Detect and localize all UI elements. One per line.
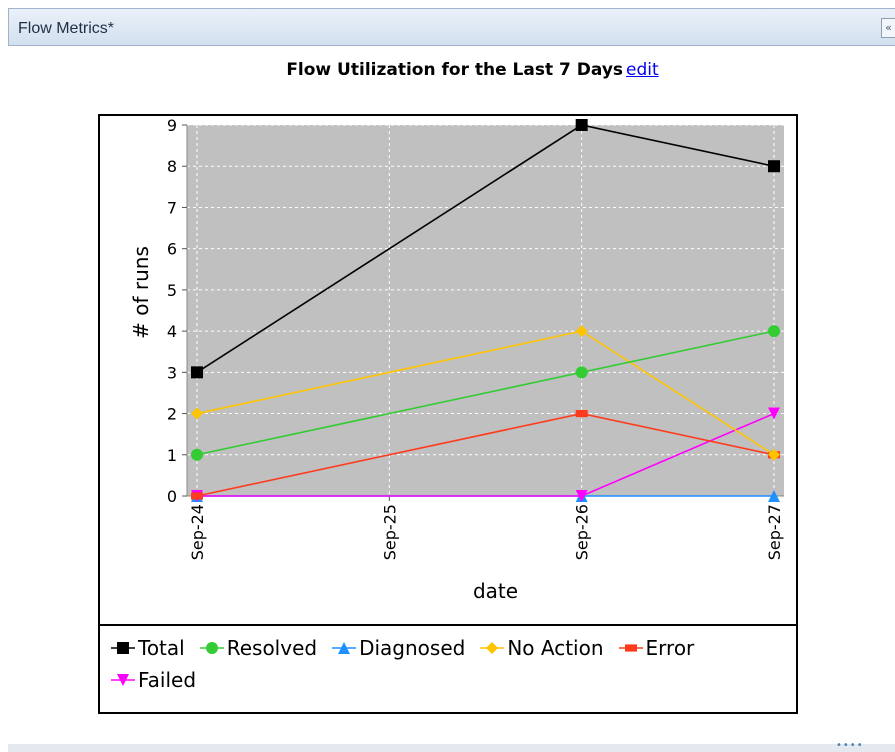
legend-marker	[624, 644, 637, 652]
legend-item: Failed	[110, 664, 196, 696]
data-point	[768, 448, 780, 461]
legend-label: Diagnosed	[359, 636, 466, 660]
legend-item: Diagnosed	[331, 632, 465, 664]
x-tick-label: Sep-26	[573, 504, 592, 560]
legend-marker	[205, 642, 218, 654]
y-tick-label: 9	[167, 116, 177, 135]
resize-grip-icon[interactable]: ••••	[836, 740, 864, 751]
legend-label: Error	[645, 636, 695, 660]
chart-title-row: Flow Utilization for the Last 7 Days edit	[0, 60, 895, 80]
data-point	[575, 119, 588, 131]
plot-area	[187, 125, 784, 496]
y-tick-label: 0	[167, 487, 177, 506]
legend-marker	[117, 642, 129, 654]
legend-swatch-icon	[199, 642, 224, 654]
y-tick-label: 2	[167, 405, 177, 424]
data-point	[191, 407, 203, 420]
y-tick-label: 8	[167, 157, 177, 176]
legend-item: Total	[110, 632, 185, 664]
bottom-scrollbar[interactable]	[8, 744, 895, 752]
x-tick-label: Sep-24	[188, 504, 207, 560]
data-point	[575, 490, 588, 502]
legend-marker	[338, 642, 351, 654]
data-point	[768, 490, 780, 502]
panel-header: Flow Metrics* «	[8, 8, 895, 46]
line-chart: 0 1 2 3 4 5 6 7 8 9 Sep-24 Sep-25 Sep-26 Sep-27 date # …	[129, 116, 784, 603]
y-axis-title: # of runs	[129, 246, 153, 339]
legend-label: Resolved	[226, 636, 318, 660]
data-point	[768, 160, 780, 173]
chart-container: 0 1 2 3 4 5 6 7 8 9 Sep-24 Sep-25 Sep-26 Sep-27 date # …	[98, 114, 798, 714]
legend-item: No Action	[479, 632, 604, 664]
legend-swatch-icon	[111, 642, 135, 654]
panel-title: Flow Metrics*	[18, 20, 115, 37]
legend-item: Resolved	[199, 632, 317, 664]
y-tick-label: 1	[167, 446, 177, 465]
double-chevron-down-icon[interactable]: «	[881, 18, 895, 38]
data-point	[191, 366, 203, 379]
y-tick-label: 5	[167, 281, 177, 300]
x-tick-label: Sep-25	[380, 504, 399, 560]
legend-label: No Action	[507, 636, 604, 660]
y-tick-label: 6	[167, 240, 177, 259]
legend-swatch-icon	[332, 642, 357, 654]
edit-link[interactable]: edit	[626, 60, 659, 80]
data-point	[768, 325, 780, 338]
legend-swatch-icon	[111, 674, 135, 686]
x-tick-label: Sep-27	[765, 504, 784, 560]
x-axis-title: date	[473, 579, 518, 603]
y-tick-label: 7	[167, 198, 177, 217]
data-point	[575, 325, 588, 338]
legend-marker	[486, 642, 499, 654]
y-tick-label: 4	[167, 322, 177, 341]
data-point	[191, 448, 203, 461]
legend-label: Failed	[138, 668, 197, 692]
legend-item: Error	[618, 632, 695, 664]
chart-legend: Total Resolved Diagnosed No Action Error Fail…	[100, 624, 796, 712]
legend-swatch-icon	[480, 642, 505, 654]
legend-marker	[117, 674, 129, 686]
data-point	[768, 407, 780, 420]
data-point	[575, 409, 588, 418]
legend-label: Total	[138, 636, 185, 660]
legend-swatch-icon	[618, 644, 643, 652]
data-point	[575, 366, 588, 379]
y-tick-label: 3	[167, 363, 177, 382]
chart-title: Flow Utilization for the Last 7 Days	[286, 60, 624, 80]
data-point	[191, 492, 203, 500]
